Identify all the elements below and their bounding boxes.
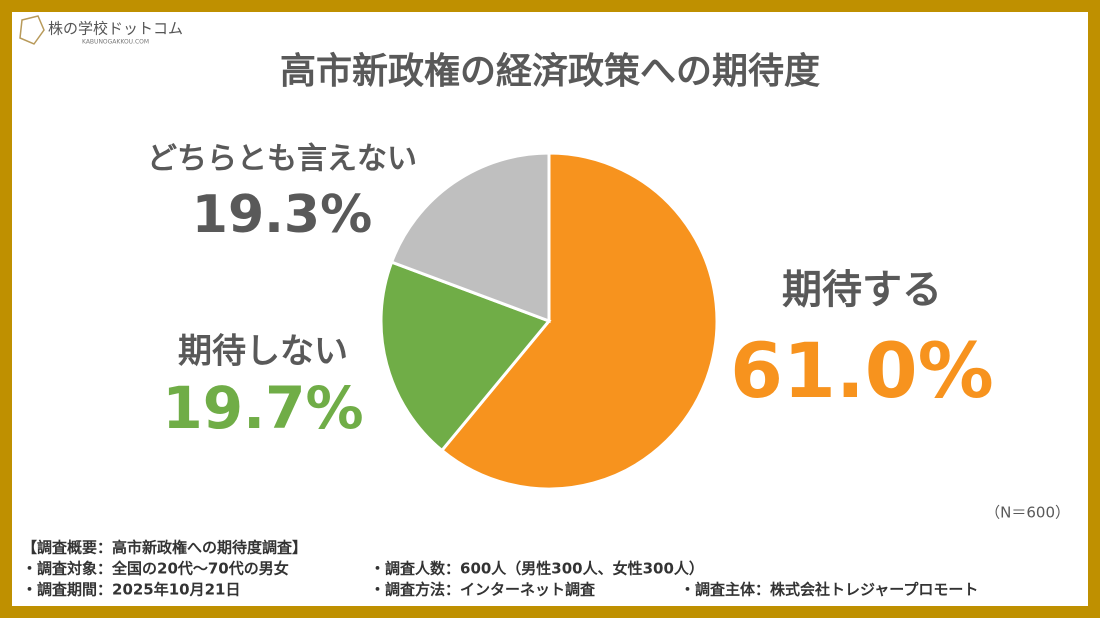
sample-note: （N＝600）: [985, 504, 1070, 522]
pie-slice: [439, 151, 719, 491]
logo-icon: [19, 15, 45, 45]
slice-label: 期待する: [782, 267, 942, 313]
survey-item: ・調査方法：インターネット調査: [370, 581, 596, 599]
survey-item: ・調査対象：全国の20代～70代の男女: [22, 560, 289, 578]
value-label: 61.0%: [730, 326, 994, 415]
survey-heading: 【調査概要：高市新政権への期待度調査】: [22, 539, 307, 557]
logo-name: 株の学校ドットコム: [48, 20, 183, 38]
chart-title: 高市新政権の経済政策への期待度: [280, 51, 820, 92]
survey-item: ・調査主体：株式会社トレジャープロモート: [680, 581, 978, 599]
slice-label: 期待しない: [178, 332, 348, 372]
survey-item: ・調査人数：600人（男性300人、女性300人）: [370, 560, 704, 578]
value-label: 19.7%: [162, 374, 363, 442]
pie-slice: [389, 151, 551, 324]
pie-slice: [379, 260, 552, 453]
survey-item: ・調査期間：2025年10月21日: [22, 581, 241, 599]
slice-label: どちらとも言えない: [147, 142, 417, 177]
value-label: 19.3%: [192, 185, 372, 245]
logo: 株の学校ドットコム KABUNOGAKKOU.COM: [19, 15, 183, 46]
logo-url: KABUNOGAKKOU.COM: [82, 39, 149, 46]
